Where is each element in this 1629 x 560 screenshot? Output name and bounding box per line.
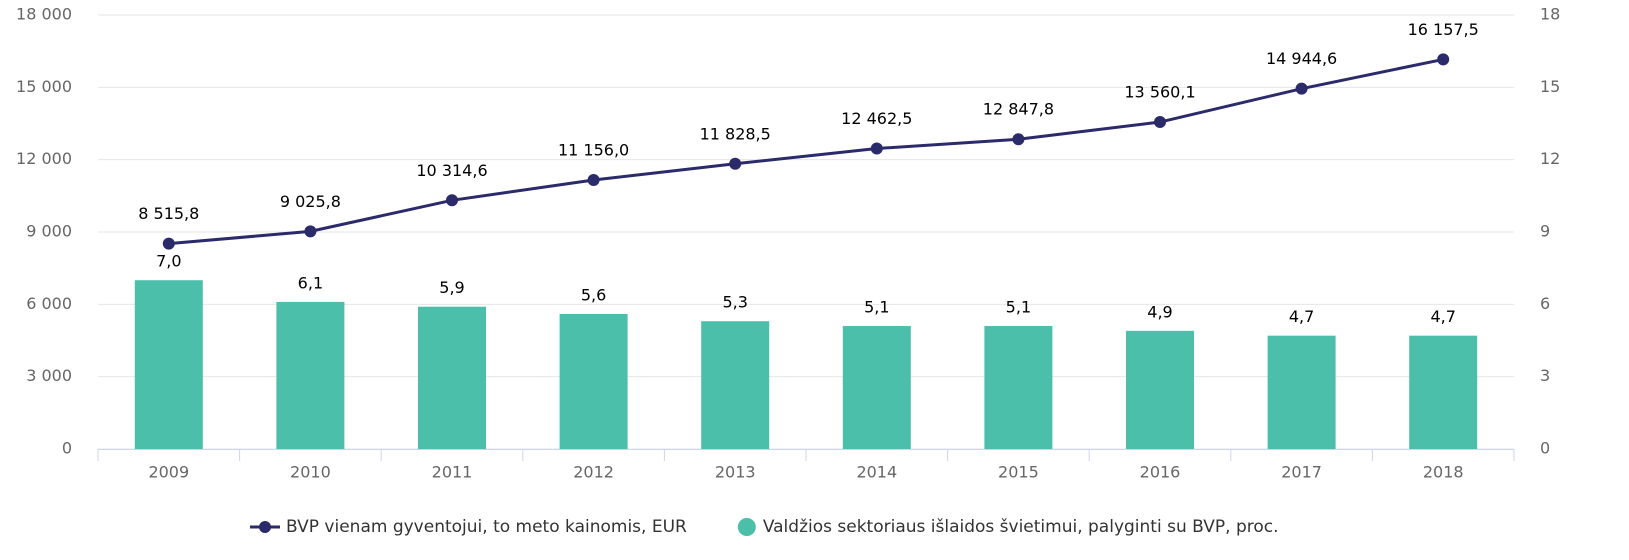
bar xyxy=(559,313,628,449)
line xyxy=(168,57,1444,246)
y2-tick-label: 3 xyxy=(1540,366,1550,385)
legend-label: Valdžios sektoriaus išlaidos švietimui, … xyxy=(763,517,1279,537)
legend-label: BVP vienam gyventojui, to meto kainomis,… xyxy=(286,517,687,537)
bar xyxy=(1126,330,1194,449)
y-tick-label: 9 000 xyxy=(26,222,72,241)
y-tick-label: 18 000 xyxy=(16,5,72,24)
bar xyxy=(701,321,770,449)
y2-tick-label: 18 xyxy=(1540,5,1560,24)
data-label: 5,9 xyxy=(439,278,464,297)
x-tick-label: 2012 xyxy=(573,463,614,482)
data-label: 12 847,8 xyxy=(983,100,1054,119)
x-tick-label: 2018 xyxy=(1423,463,1464,482)
data-label: 12 462,5 xyxy=(841,109,912,128)
legend-symbol xyxy=(259,521,271,533)
data-label: 5,3 xyxy=(722,293,747,312)
data-label: 14 944,6 xyxy=(1266,49,1337,68)
line-point xyxy=(870,142,883,155)
x-tick-label: 2011 xyxy=(432,463,473,482)
x-tick-label: 2015 xyxy=(998,463,1039,482)
y2-tick-label: 0 xyxy=(1540,439,1550,458)
data-label: 13 560,1 xyxy=(1124,83,1195,102)
data-label: 5,1 xyxy=(1006,298,1031,317)
bar xyxy=(276,301,345,449)
x-tick-label: 2010 xyxy=(290,463,331,482)
x-tick-label: 2009 xyxy=(148,463,189,482)
y-tick-label: 12 000 xyxy=(16,149,72,168)
bar xyxy=(1409,335,1478,449)
y-tick-label: 3 000 xyxy=(26,366,72,385)
y2-tick-label: 12 xyxy=(1540,149,1560,168)
line-point xyxy=(1154,116,1166,129)
y-tick-label: 15 000 xyxy=(16,77,72,96)
y-tick-label: 6 000 xyxy=(26,294,72,313)
x-tick-label: 2013 xyxy=(715,463,756,482)
data-label: 11 828,5 xyxy=(700,124,771,143)
data-label: 10 314,6 xyxy=(416,161,487,180)
data-label: 4,9 xyxy=(1147,302,1172,321)
line-point xyxy=(162,237,175,250)
data-label: 6,1 xyxy=(298,273,323,292)
data-label: 4,7 xyxy=(1430,307,1455,326)
data-label: 9 025,8 xyxy=(280,192,341,211)
line-point xyxy=(1012,133,1025,146)
data-label: 7,0 xyxy=(156,252,181,271)
line-point xyxy=(587,174,600,187)
bar xyxy=(984,326,1053,449)
legend-symbol xyxy=(737,518,756,536)
data-label: 5,1 xyxy=(864,298,889,317)
data-label: 4,7 xyxy=(1289,307,1314,326)
data-label: 5,6 xyxy=(581,285,606,304)
line-point xyxy=(729,157,742,170)
y2-tick-label: 6 xyxy=(1540,294,1550,313)
line-point xyxy=(304,225,317,238)
y-tick-label: 0 xyxy=(62,439,72,458)
y2-tick-label: 15 xyxy=(1540,77,1560,96)
x-tick-label: 2014 xyxy=(856,463,897,482)
data-label: 8 515,8 xyxy=(138,204,199,223)
bar xyxy=(134,280,203,449)
x-tick-label: 2016 xyxy=(1140,463,1181,482)
line-point xyxy=(1437,53,1450,66)
y2-tick-label: 9 xyxy=(1540,222,1550,241)
line-point xyxy=(1295,82,1308,95)
bar xyxy=(418,306,486,449)
bar xyxy=(1267,335,1336,449)
x-tick-label: 2017 xyxy=(1281,463,1322,482)
bar xyxy=(842,326,911,449)
data-label: 16 157,5 xyxy=(1408,20,1479,39)
data-label: 11 156,0 xyxy=(558,141,629,160)
line-point xyxy=(446,194,458,207)
